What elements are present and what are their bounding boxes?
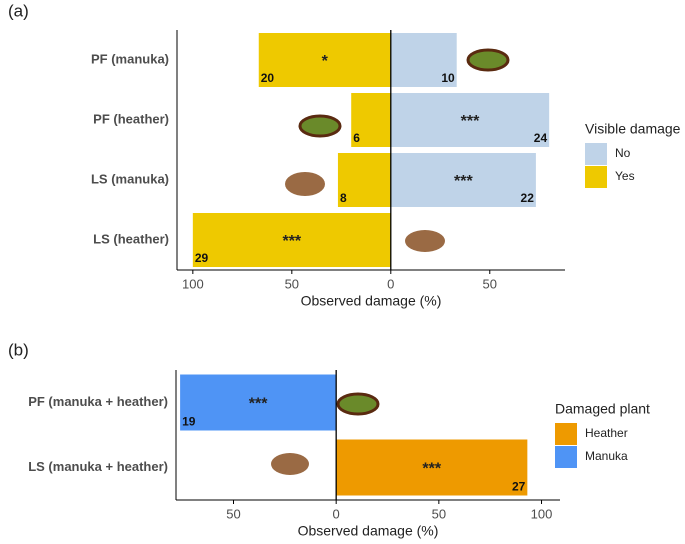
legend-key	[585, 166, 607, 188]
legend-title: Visible damage	[585, 121, 681, 137]
legend-key	[555, 423, 577, 445]
y-tick-label: PF (manuka + heather)	[28, 394, 168, 409]
bar	[390, 153, 536, 207]
legend-title: Damaged plant	[555, 401, 650, 417]
x-axis-title: Observed damage (%)	[298, 523, 439, 539]
significance: ***	[249, 396, 268, 413]
bar	[390, 93, 550, 147]
bar-count: 19	[182, 415, 196, 429]
panel-label: (a)	[8, 1, 29, 20]
bar	[336, 439, 528, 496]
x-tick-label: 50	[226, 506, 240, 521]
bar-count: 6	[353, 131, 360, 145]
bar	[337, 153, 391, 207]
legend-label: Heather	[585, 426, 628, 440]
y-tick-label: PF (heather)	[93, 111, 169, 126]
bar-count: 24	[534, 131, 548, 145]
y-tick-label: PF (manuka)	[91, 51, 169, 66]
bar	[180, 374, 337, 431]
x-tick-label: 100	[182, 276, 204, 291]
legend-key	[555, 446, 577, 468]
significance: ***	[454, 173, 473, 190]
y-tick-label: LS (manuka + heather)	[28, 459, 168, 474]
bar-count: 8	[340, 191, 347, 205]
x-tick-label: 50	[432, 506, 446, 521]
bar-count: 22	[521, 191, 535, 205]
legend-label: No	[615, 146, 631, 160]
significance: ***	[422, 461, 441, 478]
bar	[192, 213, 391, 267]
bar	[390, 33, 457, 87]
x-axis-title: Observed damage (%)	[301, 293, 442, 309]
x-tick-label: 50	[483, 276, 497, 291]
bar-count: 20	[261, 71, 275, 85]
x-tick-label: 50	[285, 276, 299, 291]
significance: ***	[282, 233, 301, 250]
legend-label: Yes	[615, 169, 635, 183]
bar-count: 29	[195, 251, 209, 265]
beetle-icons	[271, 48, 510, 475]
legend-key	[585, 143, 607, 165]
x-tick-label: 100	[531, 506, 553, 521]
bar	[351, 93, 391, 147]
bar	[258, 33, 391, 87]
y-tick-label: LS (manuka)	[91, 171, 169, 186]
bar-count: 10	[441, 71, 455, 85]
legend-label: Manuka	[585, 449, 628, 463]
y-tick-label: LS (heather)	[93, 231, 169, 246]
panel-label: (b)	[8, 340, 29, 359]
x-tick-label: 0	[333, 506, 340, 521]
x-tick-label: 0	[387, 276, 394, 291]
bar-count: 27	[512, 480, 526, 494]
significance: ***	[461, 113, 480, 130]
significance: *	[322, 53, 329, 70]
